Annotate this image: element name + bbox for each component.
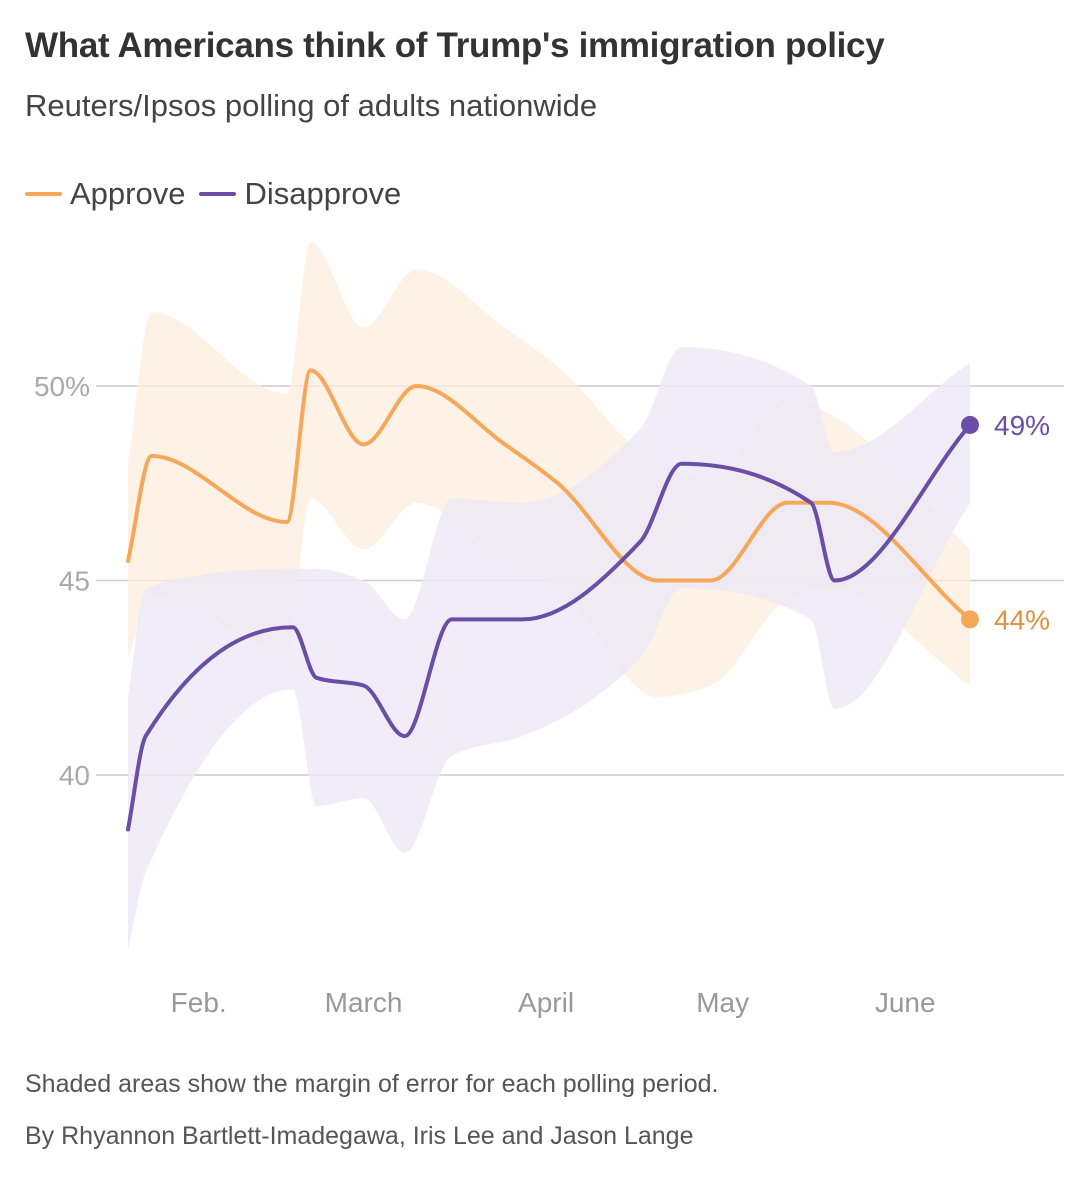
line-chart: 40 45 50% 44% 49% Feb. March April May June	[34, 242, 1064, 1018]
chart-title: What Americans think of Trump's immigrat…	[25, 26, 885, 65]
series-line-disapprove	[126, 422, 972, 832]
legend-label-disapprove: Disapprove	[244, 176, 402, 211]
series-line-approve	[126, 368, 972, 622]
chart-subtitle: Reuters/Ipsos polling of adults nationwi…	[25, 88, 598, 123]
legend: Approve Disapprove	[25, 172, 415, 216]
y-tick-label-40: 40	[59, 760, 90, 791]
x-tick-label-may: May	[696, 987, 749, 1018]
legend-label-approve: Approve	[70, 176, 186, 211]
margin-band-disapprove	[128, 347, 970, 951]
legend-swatch-approve	[25, 192, 62, 196]
x-axis: Feb. March April May June	[171, 987, 936, 1018]
x-tick-label-march: March	[325, 987, 403, 1018]
y-tick-label-50: 50%	[34, 371, 90, 402]
end-point-approve	[961, 610, 979, 629]
footnote: Shaded areas show the margin of error fo…	[25, 1070, 719, 1098]
legend-item-disapprove: Disapprove	[199, 176, 401, 212]
x-tick-label-june: June	[875, 987, 936, 1018]
byline: By Rhyannon Bartlett-Imadegawa, Iris Lee…	[25, 1122, 694, 1150]
legend-swatch-disapprove	[199, 192, 237, 196]
legend-item-approve: Approve	[25, 176, 185, 212]
x-tick-label-april: April	[518, 987, 574, 1018]
x-tick-label-feb: Feb.	[171, 987, 227, 1018]
y-tick-label-45: 45	[59, 566, 90, 597]
end-point-disapprove	[961, 415, 979, 434]
end-label-disapprove: 49%	[994, 410, 1050, 441]
end-label-approve: 44%	[994, 604, 1050, 635]
